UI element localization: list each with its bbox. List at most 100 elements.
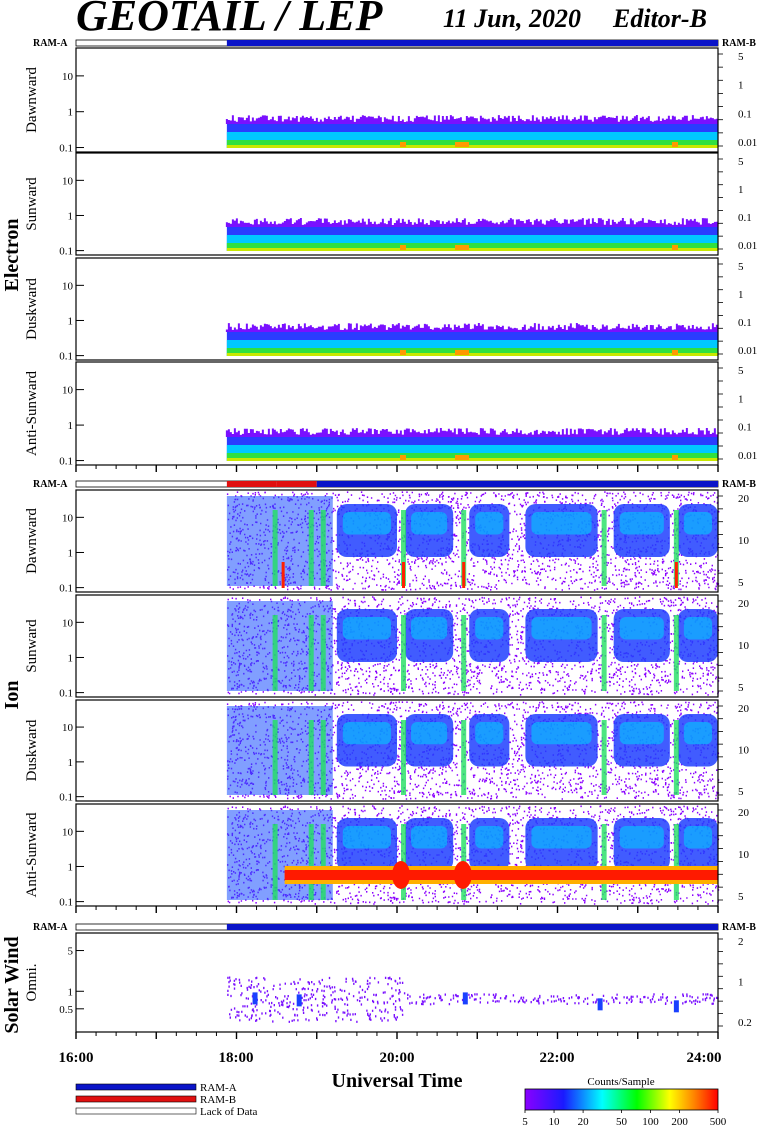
mode-bar-right-label: RAM-B (722, 38, 756, 49)
y-tick-label: 0.5 (59, 1004, 73, 1016)
mode-bar: RAM-A RAM-B (33, 922, 756, 933)
ion-stripe (601, 615, 607, 691)
legend-label-ram-b: RAM-B (200, 1094, 236, 1106)
group-solar-wind: RAM-A RAM-B Omni. 0.5 1 5 2 1 0.2 (24, 922, 756, 1039)
spectrogram-hotspot (672, 142, 678, 147)
ion-hotspot (453, 861, 472, 889)
ion-hotspot (674, 562, 678, 588)
spectrogram-hotspot (672, 455, 678, 460)
ion-stripe (272, 720, 278, 795)
right-tick-label: 5 (738, 365, 744, 377)
x-tick-label: 16:00 (59, 1050, 94, 1066)
panel-label: Sunward (24, 619, 40, 673)
plot-date: 11 Jun, 2020 (443, 4, 581, 33)
panels-layer: RAM-A RAM-BDawnward0.1110510.10.01Sunward… (24, 38, 757, 1039)
ion-cloud-blue (226, 496, 333, 586)
spectrogram-hotspot (400, 455, 406, 460)
right-tick-label: 0.1 (738, 317, 752, 329)
ion-cloud-cyan (342, 617, 391, 640)
y-tick-label: 1 (68, 420, 74, 432)
ion-cloud-cyan (683, 617, 712, 640)
solar-wind-burst (252, 992, 258, 1005)
ion-cloud-cyan (475, 512, 504, 535)
ion-stripe (461, 615, 467, 691)
spectrogram-hotspot (400, 142, 406, 147)
colorbar-tick-label: 10 (549, 1116, 561, 1128)
panel-dawnward: Dawnward 0.1 1 10 20 10 5 (24, 489, 750, 595)
mode-bar-segment (226, 40, 718, 46)
right-tick-label: 5 (738, 682, 744, 694)
ion-stripe (601, 510, 607, 586)
y-tick-label: 0.1 (59, 246, 73, 258)
right-tick-label: 10 (738, 849, 750, 861)
ion-cloud-blue (226, 601, 333, 691)
right-tick-label: 10 (738, 535, 750, 547)
spectrogram-hotspot (455, 245, 469, 250)
ion-cloud-cyan (683, 722, 712, 745)
group-label-ion: Ion (1, 681, 23, 710)
ion-stripe (320, 615, 326, 691)
spectrogram-speckle (225, 428, 718, 437)
panel-anti-sunward: Anti-Sunward 0.1 1 10 20 10 5 (24, 803, 750, 909)
ion-cloud-cyan (619, 617, 664, 640)
y-tick-label: 10 (62, 826, 74, 838)
ion-stripe (601, 824, 607, 900)
y-tick-label: 0.1 (59, 688, 73, 700)
ion-stripe (401, 720, 407, 795)
ion-cloud-cyan (531, 617, 592, 640)
ion-hotspot (462, 562, 466, 588)
colorbar-tick-label: 50 (616, 1116, 628, 1128)
ion-stripe (272, 510, 278, 586)
y-tick-label: 1 (68, 861, 74, 873)
spectrogram-hotspot (672, 350, 678, 355)
ion-cloud-cyan (411, 826, 448, 849)
panel-label: Dawnward (24, 508, 40, 574)
plot-title: GEOTAIL / LEP (76, 0, 384, 40)
mode-bar: RAM-A RAM-B (33, 38, 756, 49)
right-tick-label: 1 (738, 80, 744, 92)
ion-stripe (320, 824, 326, 900)
y-tick-label: 0.1 (59, 897, 73, 909)
right-tick-label: 5 (738, 786, 744, 798)
spectrogram-hotspot (455, 142, 469, 147)
ion-stripe (308, 720, 314, 795)
colorbar-tick-label: 200 (671, 1116, 688, 1128)
x-axis-label: Universal Time (332, 1070, 463, 1092)
ion-cloud-cyan (531, 512, 592, 535)
panel-label: Anti-Sunward (24, 812, 40, 897)
y-tick-label: 1 (68, 757, 74, 769)
mode-bar-segment (316, 481, 718, 487)
panel-sunward: Sunward 0.1 1 10 5 1 0.1 0.01 (24, 152, 757, 258)
panel-omni: Omni. 0.5 1 5 2 1 0.2 (24, 932, 752, 1033)
ion-cloud-cyan (619, 512, 664, 535)
ion-cloud-cyan (619, 722, 664, 745)
right-tick-label: 5 (738, 891, 744, 903)
spectrogram-band-yellow (226, 145, 718, 148)
x-tick-label: 24:00 (687, 1050, 722, 1066)
panel-anti-sunward: Anti-Sunward 0.1 1 10 5 1 0.1 0.01 (24, 361, 757, 468)
spectrogram-speckle (225, 218, 718, 227)
group-label-electron: Electron (1, 219, 23, 292)
ion-cloud-cyan (411, 617, 448, 640)
colorbar-tick-label: 500 (710, 1116, 727, 1128)
panel-duskward: Duskward 0.1 1 10 20 10 5 (24, 699, 750, 804)
right-tick-label: 0.01 (738, 240, 757, 252)
x-tick-label: 18:00 (219, 1050, 254, 1066)
x-tick-label: 20:00 (380, 1050, 415, 1066)
mode-bar-segment (226, 924, 718, 930)
right-tick-label: 0.01 (738, 345, 757, 357)
spectrogram-hotspot (455, 350, 469, 355)
ion-stripe (308, 824, 314, 900)
ion-stripe (272, 615, 278, 691)
panel-frame (75, 489, 719, 593)
ion-cloud-blue (226, 810, 333, 900)
y-tick-label: 0.1 (59, 583, 73, 595)
colorbar-gradient (524, 1088, 719, 1111)
mode-bar-left-label: RAM-A (33, 38, 68, 49)
spectrogram-band-green (226, 348, 718, 356)
panel-dawnward: Dawnward 0.1 1 10 5 1 0.1 0.01 (24, 47, 757, 155)
spectrogram-band-green (226, 140, 718, 148)
ion-hotspot (281, 562, 285, 588)
spectrogram-band-green (226, 243, 718, 251)
